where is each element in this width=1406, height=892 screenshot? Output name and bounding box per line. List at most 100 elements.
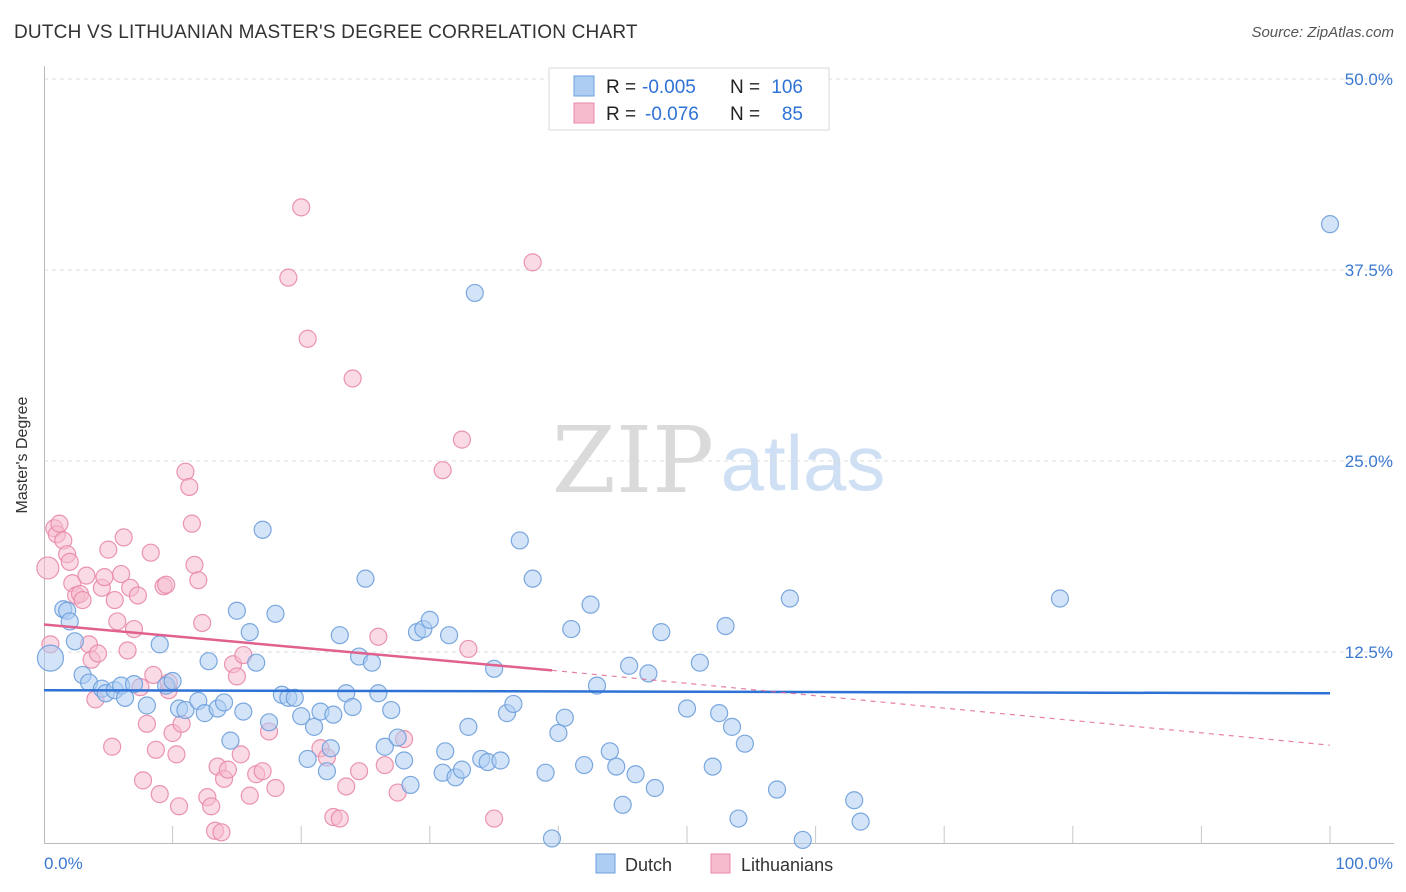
dutch-point [485, 659, 504, 678]
dutch-point [324, 705, 343, 724]
dutch-point [420, 610, 439, 630]
lithuanian-point [112, 564, 131, 584]
dutch-r-value: -0.005 [642, 77, 696, 98]
lithuanian-point [185, 555, 204, 575]
lithuanian-point [337, 777, 356, 796]
dutch-point [227, 601, 246, 620]
dutch-point [247, 653, 266, 672]
lithuanian-point [157, 575, 176, 594]
dutch-point [600, 742, 619, 761]
dutch-point [722, 717, 742, 736]
dutch-point [710, 704, 729, 723]
dutch-point [626, 765, 645, 784]
lithuanian-point [77, 566, 96, 585]
lithuanian-point [182, 514, 201, 533]
dutch-point [536, 763, 555, 782]
dutch-point [330, 626, 349, 645]
series-legend: Dutch Lithuanians [595, 853, 833, 875]
dutch-point [620, 656, 639, 675]
lithuanian-point [266, 778, 285, 798]
lithuanian-point [452, 430, 472, 449]
lithuanians-swatch [573, 102, 595, 124]
lithuanian-point [343, 369, 362, 388]
dutch-point [253, 520, 272, 539]
dutch-point [214, 693, 234, 712]
dutch-point [36, 644, 65, 672]
dutch-point [124, 674, 144, 694]
dutch-point [613, 795, 632, 814]
dutch-point [555, 708, 574, 727]
dutch-point [199, 652, 218, 671]
dutch-point [504, 694, 523, 714]
dutch-point [137, 696, 156, 715]
dutch-trend-line [43, 688, 1331, 695]
lithuanian-point [218, 760, 237, 779]
dutch-point [362, 653, 382, 672]
dutch-point [549, 723, 568, 743]
lithuanian-point [128, 586, 147, 605]
lithuanian-point [176, 462, 195, 481]
trend-lines [43, 623, 1331, 746]
legend-lithuanians-swatch [710, 853, 731, 874]
y-tick-label: 37.5% [1345, 261, 1393, 280]
lithuanian-point [146, 740, 165, 759]
lithuanian-point [124, 619, 144, 639]
stats-legend-box [548, 67, 830, 131]
axes [44, 66, 1394, 844]
dutch-point [285, 688, 304, 707]
dutch-point [780, 589, 799, 608]
lithuanian-point [485, 809, 504, 828]
dutch-point [729, 809, 748, 828]
dutch-point [266, 604, 285, 623]
lithuanian-point [150, 785, 169, 804]
lithuanian-point [279, 268, 298, 287]
y-tick-labels: 12.5% 25.0% 37.5% 50.0% [1345, 70, 1393, 662]
lithuanian-point [99, 540, 118, 559]
lithuanian-point [227, 667, 246, 686]
dutch-point [690, 653, 709, 672]
dutch-point [436, 742, 455, 761]
dutch-n-value: 106 [771, 77, 803, 98]
dutch-point [1050, 589, 1070, 608]
dutch-point [703, 757, 722, 776]
lithuanians-r-value: -0.076 [645, 104, 699, 125]
y-tick-label: 12.5% [1345, 643, 1393, 662]
lithuanian-point [292, 198, 311, 217]
dutch-point [562, 619, 581, 639]
watermark-zip: ZIP [552, 407, 714, 514]
lithuanian-point [108, 612, 127, 631]
lithuanian-point [298, 329, 317, 348]
dutch-point [465, 283, 484, 303]
dutch-swatch [573, 75, 595, 97]
dutch-r-label: R = [606, 77, 636, 98]
dutch-point [575, 755, 594, 775]
grid-lines [44, 78, 1394, 653]
dutch-point [587, 676, 607, 695]
dutch-point [150, 635, 169, 654]
stats-legend: R = -0.005 N = 106 R = -0.076 N = 85 [548, 67, 830, 131]
lithuanian-point [375, 755, 394, 775]
lithuanian-point [349, 762, 369, 781]
lithuanian-point [189, 571, 208, 590]
lithuanian-point [133, 771, 153, 790]
dutch-point [677, 699, 697, 718]
dutch-point [317, 762, 337, 781]
dutch-point [645, 778, 664, 798]
dutch-point [240, 623, 259, 642]
dutch-point [510, 531, 529, 550]
dutch-point [65, 632, 84, 651]
dutch-point [382, 700, 401, 720]
dutch-point [459, 717, 478, 736]
y-tick-label: 50.0% [1345, 70, 1393, 89]
dutch-point [452, 760, 472, 779]
lithuanian-point [330, 809, 349, 828]
dutch-point [388, 728, 407, 747]
dutch-point [607, 757, 626, 776]
lithuanian-point [180, 477, 199, 497]
dutch-point [716, 616, 735, 636]
lithuanian-point [105, 590, 124, 610]
lithuanian-point [50, 514, 69, 533]
dutch-point [234, 702, 253, 721]
lithuanian-point [137, 714, 156, 733]
